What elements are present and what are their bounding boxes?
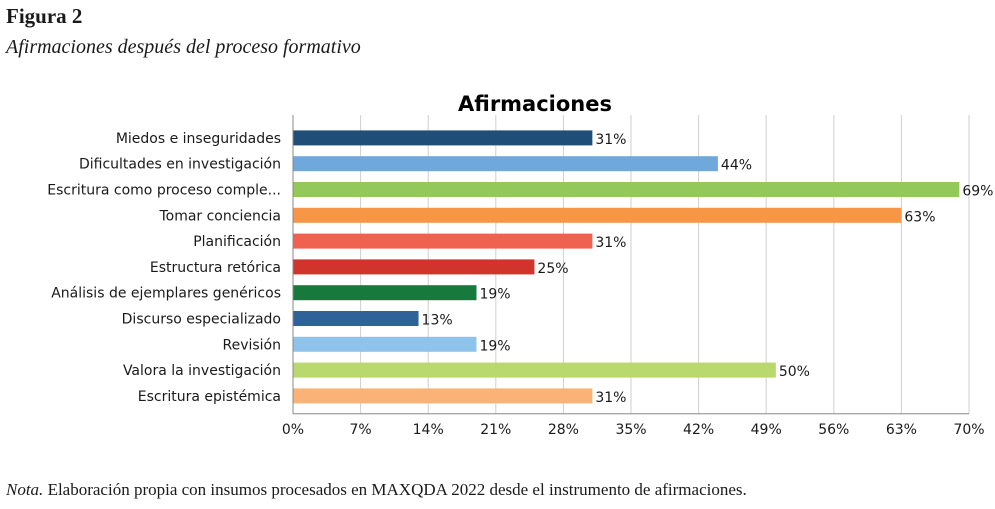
x-tick-label: 35% bbox=[615, 422, 646, 438]
bar bbox=[293, 130, 593, 146]
x-tick-label: 14% bbox=[413, 422, 444, 438]
category-label: Análisis de ejemplares genéricos bbox=[51, 286, 281, 302]
bar bbox=[293, 362, 776, 378]
category-label: Miedos e inseguridades bbox=[116, 131, 281, 147]
value-label: 31% bbox=[595, 390, 626, 406]
chart-title: Afirmaciones bbox=[458, 92, 612, 116]
category-label: Tomar conciencia bbox=[158, 208, 281, 224]
bar bbox=[293, 156, 718, 172]
figure-note: Nota. Elaboración propia con insumos pro… bbox=[6, 480, 747, 500]
value-label: 44% bbox=[721, 158, 752, 174]
category-label: Dificultades en investigación bbox=[79, 157, 281, 173]
value-label: 50% bbox=[779, 364, 810, 380]
value-label: 13% bbox=[422, 313, 453, 329]
category-label: Revisión bbox=[222, 337, 281, 353]
category-label: Valora la investigación bbox=[123, 363, 281, 379]
x-tick-label: 21% bbox=[480, 422, 511, 438]
value-label: 31% bbox=[595, 132, 626, 148]
x-axis-ticks: 0% 7% 14% 21% 28% 35% 42% 49% 56% 63% 70% bbox=[282, 422, 985, 438]
figure-label: Figura 2 bbox=[6, 4, 83, 28]
x-tick-label: 28% bbox=[548, 422, 579, 438]
bar bbox=[293, 311, 419, 326]
bar-chart: Afirmaciones Miedos e inseguridades Dific… bbox=[47, 92, 994, 438]
bar bbox=[293, 207, 902, 223]
category-label: Escritura como proceso comple... bbox=[47, 183, 281, 199]
bar bbox=[293, 285, 477, 301]
bars bbox=[293, 130, 960, 404]
value-label: 31% bbox=[595, 235, 626, 251]
x-tick-label: 70% bbox=[953, 422, 984, 438]
x-tick-label: 49% bbox=[751, 422, 782, 438]
bar bbox=[293, 233, 593, 249]
category-label: Planificación bbox=[193, 234, 281, 250]
x-tick-label: 56% bbox=[818, 422, 849, 438]
bar bbox=[293, 388, 593, 404]
x-tick-label: 42% bbox=[683, 422, 714, 438]
value-label: 19% bbox=[479, 338, 510, 354]
value-labels: 31% 44% 69% 63% 31% 25% 19% 13% 19% 50% 31% bbox=[422, 132, 994, 406]
value-label: 19% bbox=[479, 287, 510, 303]
value-label: 25% bbox=[537, 261, 568, 277]
category-label: Discurso especializado bbox=[122, 312, 281, 328]
note-text: Elaboración propia con insumos procesado… bbox=[43, 480, 747, 499]
bar bbox=[293, 182, 960, 197]
x-tick-label: 63% bbox=[886, 422, 917, 438]
x-tick-label: 7% bbox=[349, 422, 371, 438]
x-tick-label: 0% bbox=[282, 422, 304, 438]
bar bbox=[293, 259, 535, 275]
category-labels: Miedos e inseguridades Dificultades en in… bbox=[47, 131, 281, 405]
category-label: Escritura epistémica bbox=[138, 389, 281, 405]
value-label: 63% bbox=[904, 209, 935, 225]
bar bbox=[293, 336, 477, 352]
value-label: 69% bbox=[962, 184, 993, 200]
figure-caption: Afirmaciones después del proceso formati… bbox=[6, 36, 361, 58]
category-label: Estructura retórica bbox=[150, 260, 281, 276]
note-prefix: Nota. bbox=[6, 480, 44, 499]
